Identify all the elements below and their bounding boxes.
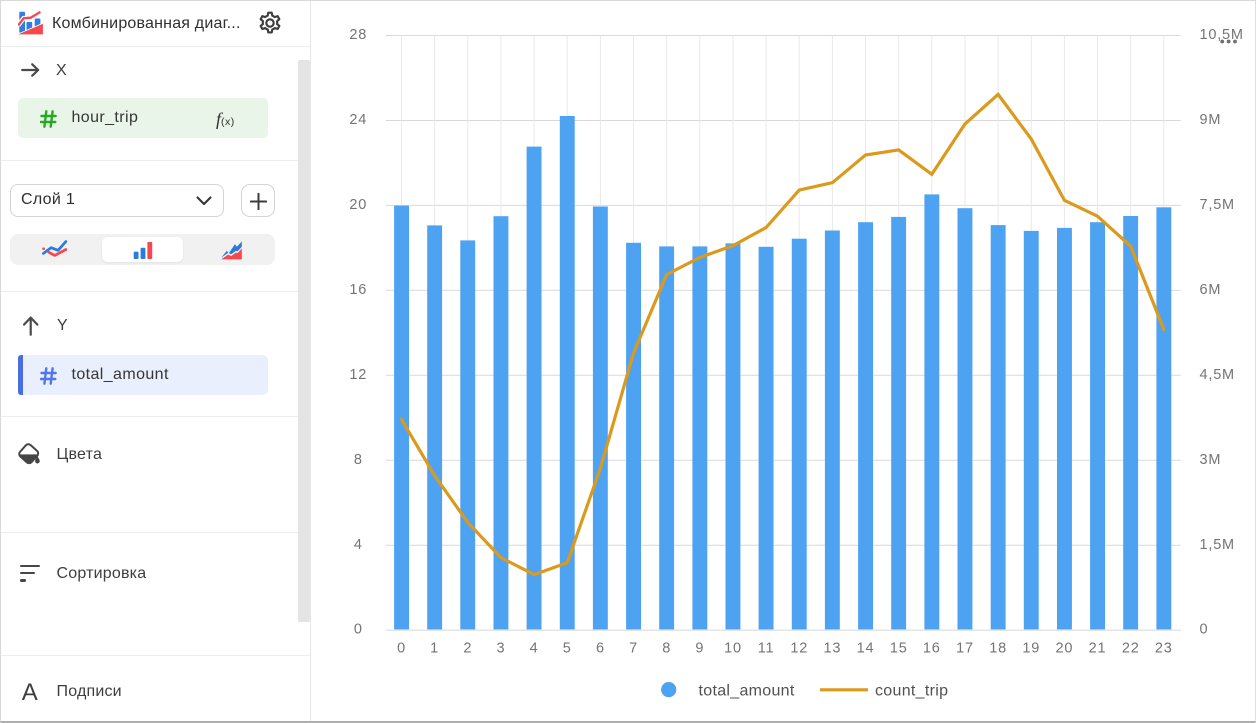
svg-text:8: 8 (354, 452, 363, 468)
svg-text:4,5M: 4,5M (1200, 367, 1235, 383)
svg-text:7: 7 (629, 641, 638, 657)
svg-text:3: 3 (496, 641, 505, 657)
svg-text:6M: 6M (1200, 282, 1222, 298)
svg-text:1: 1 (430, 641, 439, 657)
svg-text:count_trip: count_trip (875, 682, 948, 699)
svg-text:23: 23 (1155, 641, 1173, 657)
svg-text:4: 4 (530, 641, 539, 657)
svg-text:10: 10 (724, 641, 742, 657)
svg-text:9M: 9M (1200, 112, 1222, 128)
svg-text:5: 5 (563, 641, 572, 657)
svg-text:1,5M: 1,5M (1200, 537, 1235, 553)
svg-text:4: 4 (354, 537, 363, 553)
svg-text:28: 28 (349, 27, 367, 43)
svg-text:16: 16 (349, 282, 367, 298)
svg-text:3M: 3M (1200, 452, 1222, 468)
svg-text:20: 20 (1056, 641, 1074, 657)
svg-text:8: 8 (662, 641, 671, 657)
svg-text:13: 13 (824, 641, 842, 657)
svg-text:17: 17 (956, 641, 974, 657)
svg-text:24: 24 (349, 112, 367, 128)
svg-text:11: 11 (758, 641, 775, 657)
svg-text:0: 0 (1200, 622, 1209, 638)
svg-text:7,5M: 7,5M (1200, 197, 1235, 213)
svg-text:9: 9 (695, 641, 704, 657)
svg-text:total_amount: total_amount (699, 682, 795, 699)
svg-text:20: 20 (349, 197, 367, 213)
svg-text:10,5M: 10,5M (1200, 27, 1244, 43)
svg-text:2: 2 (463, 641, 472, 657)
svg-text:22: 22 (1122, 641, 1140, 657)
svg-text:21: 21 (1089, 641, 1107, 657)
svg-text:15: 15 (890, 641, 908, 657)
svg-text:19: 19 (1022, 641, 1040, 657)
svg-text:6: 6 (596, 641, 605, 657)
svg-text:14: 14 (857, 641, 875, 657)
svg-text:16: 16 (923, 641, 941, 657)
svg-text:12: 12 (349, 367, 367, 383)
svg-text:0: 0 (397, 641, 406, 657)
svg-text:0: 0 (354, 622, 363, 638)
svg-text:18: 18 (989, 641, 1007, 657)
svg-text:12: 12 (790, 641, 808, 657)
